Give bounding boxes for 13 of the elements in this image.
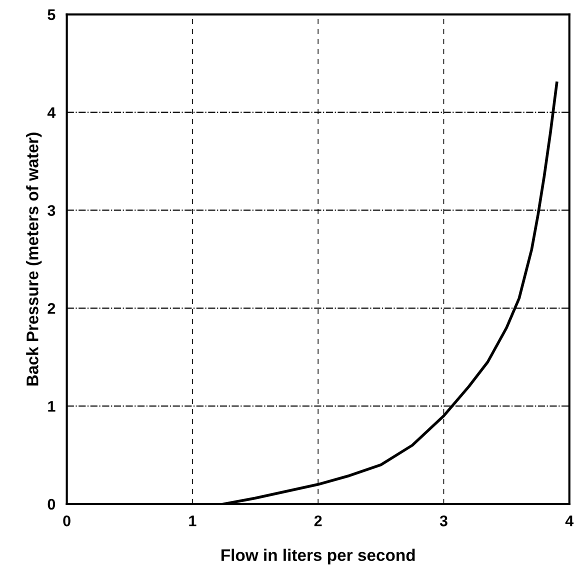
x-tick-label: 3 [440, 516, 448, 526]
y-tick-label: 0 [48, 498, 56, 510]
y-tick-label: 1 [48, 401, 56, 412]
x-tick-label: 1 [189, 516, 196, 526]
x-tick-label: 4 [565, 516, 574, 526]
y-tick-label: 2 [48, 303, 56, 314]
x-tick-label: 2 [314, 516, 322, 526]
y-tick-label: 4 [47, 107, 56, 118]
x-tick-label: 0 [63, 516, 70, 526]
y-tick-label: 3 [48, 205, 56, 216]
y-tick-label: 5 [48, 9, 56, 20]
x-axis-title: Flow in liters per second [222, 548, 415, 564]
y-axis-title: Back Pressure (meters of water) [26, 132, 42, 386]
